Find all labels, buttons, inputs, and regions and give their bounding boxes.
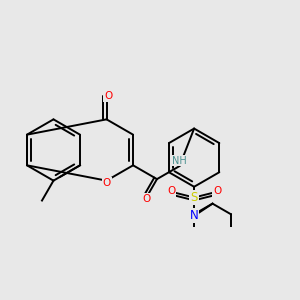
Text: O: O bbox=[213, 186, 221, 197]
Text: O: O bbox=[104, 92, 112, 101]
Text: O: O bbox=[142, 194, 150, 204]
Text: NH: NH bbox=[172, 156, 187, 166]
Text: O: O bbox=[102, 178, 111, 188]
Text: S: S bbox=[190, 191, 198, 204]
Text: O: O bbox=[167, 186, 175, 197]
Text: N: N bbox=[190, 209, 199, 222]
